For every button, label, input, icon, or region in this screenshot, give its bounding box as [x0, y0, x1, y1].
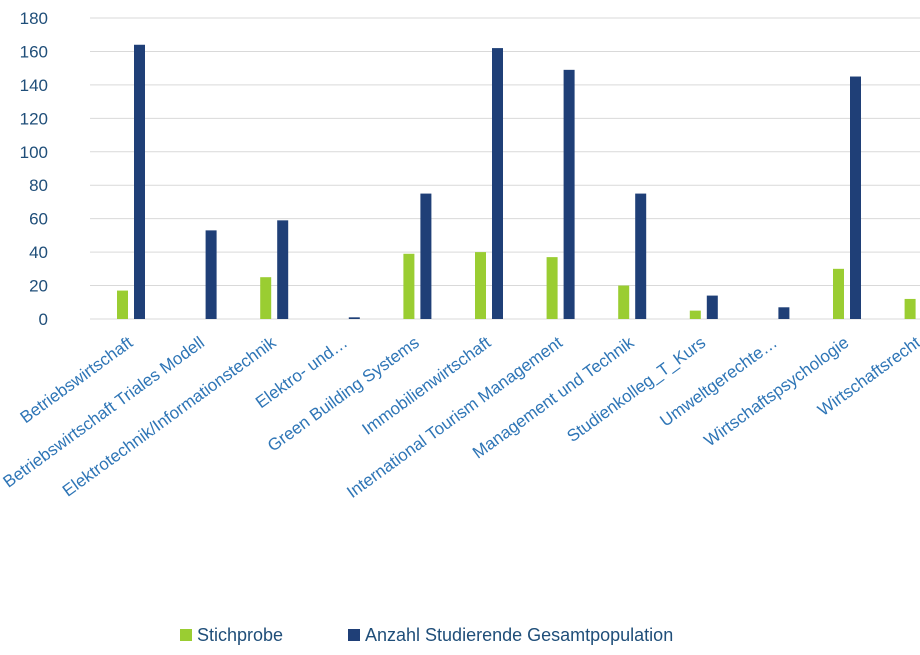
y-tick-label: 140 [20, 76, 48, 95]
bar-stichprobe [618, 285, 630, 319]
y-tick-label: 120 [20, 109, 48, 128]
y-tick-label: 0 [39, 310, 48, 329]
bar-stichprobe [403, 253, 415, 319]
y-tick-label: 80 [29, 176, 48, 195]
x-category-label: Studienkolleg_T_Kurs [563, 333, 709, 446]
legend: Stichprobe Anzahl Studierende Gesamtpopu… [0, 622, 920, 648]
bar-gesamtpopulation [134, 44, 145, 319]
bar-gesamtpopulation [635, 193, 647, 319]
bar-gesamtpopulation [205, 230, 217, 319]
bar-stichprobe [546, 257, 558, 319]
y-tick-label: 160 [20, 42, 48, 61]
legend-item-gesamtpopulation: Anzahl Studierende Gesamtpopulation [348, 622, 673, 648]
bar-stichprobe [833, 268, 844, 319]
x-category-label: Immobilienwirtschaft [359, 333, 495, 439]
legend-item-stichprobe: Stichprobe [180, 622, 283, 648]
gridlines [90, 17, 920, 320]
bar-gesamtpopulation [492, 48, 503, 319]
y-axis-ticks: 0 20 40 60 80 100 120 140 160 180 [20, 9, 48, 329]
bars [117, 44, 916, 320]
y-tick-label: 20 [29, 277, 48, 296]
bar-gesamtpopulation [277, 220, 289, 319]
legend-swatch-stichprobe [180, 629, 192, 641]
y-tick-label: 100 [20, 143, 48, 162]
bar-stichprobe [475, 252, 486, 319]
bar-gesamtpopulation [420, 193, 432, 319]
bar-stichprobe [689, 310, 701, 319]
x-category-label: Umweltgerechte… [656, 333, 780, 431]
bar-gesamtpopulation [348, 317, 360, 319]
bar-gesamtpopulation [850, 76, 861, 320]
bar-gesamtpopulation [563, 69, 575, 319]
bar-stichprobe [904, 298, 916, 319]
bar-stichprobe [260, 277, 272, 319]
bar-gesamtpopulation [778, 307, 790, 319]
bar-stichprobe [117, 290, 128, 319]
bar-gesamtpopulation [706, 295, 718, 319]
y-tick-label: 60 [29, 210, 48, 229]
legend-swatch-gesamtpopulation [348, 629, 360, 641]
y-tick-label: 40 [29, 243, 48, 262]
bar-chart: 0 20 40 60 80 100 120 140 160 180 Betriebswirtsch… [0, 9, 920, 502]
legend-label-stichprobe: Stichprobe [197, 624, 284, 645]
legend-label-gesamtpopulation: Anzahl Studierende Gesamtpopulation [365, 624, 674, 645]
y-tick-label: 180 [20, 9, 48, 28]
